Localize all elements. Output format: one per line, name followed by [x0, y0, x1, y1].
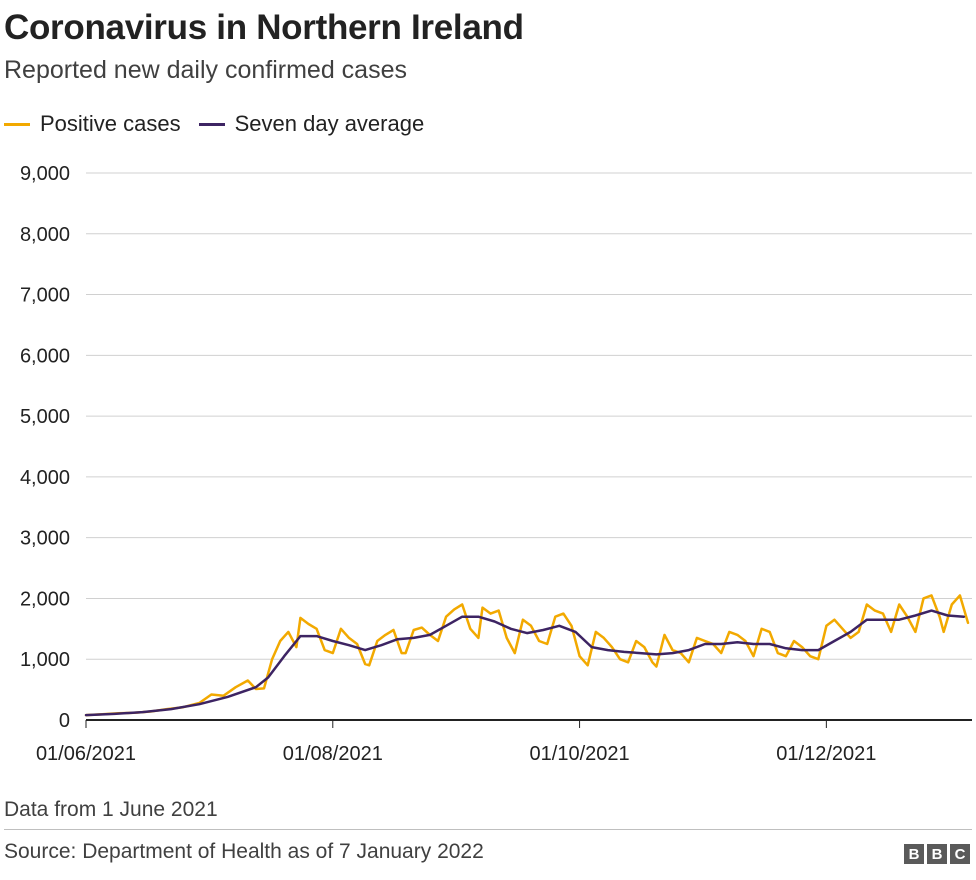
y-axis-tick-labels: 0 1,000 2,000 3,000 4,000 5,000 6,000 7,000 8,00…	[20, 163, 70, 732]
y-tick-label: 0	[59, 710, 70, 732]
legend-swatch-seven-day-average	[198, 122, 225, 126]
bbc-logo-letter: C	[950, 844, 970, 864]
series-line-seven-day-average	[84, 609, 966, 717]
bbc-logo: B B C	[904, 844, 970, 864]
legend-item-positive-cases: Positive cases	[4, 111, 181, 137]
x-tick-label: 01/06/2021	[36, 743, 136, 765]
x-tick-label: 01/08/2021	[283, 743, 383, 765]
y-tick-label: 1,000	[20, 649, 70, 671]
chart-series	[84, 594, 970, 717]
x-axis-tick-labels: 01/06/2021 01/08/2021 01/10/2021 01/12/2021	[36, 720, 876, 765]
legend-label-positive-cases: Positive cases	[40, 111, 181, 136]
y-tick-label: 8,000	[20, 224, 70, 246]
y-tick-label: 2,000	[20, 588, 70, 610]
chart-gridlines	[86, 172, 972, 660]
chart-subtitle: Reported new daily confirmed cases	[4, 56, 407, 84]
chart-legend: Positive cases Seven day average	[4, 110, 442, 138]
series-line-positive-cases	[84, 594, 970, 717]
chart-title: Coronavirus in Northern Ireland	[4, 8, 524, 47]
legend-label-seven-day-average: Seven day average	[234, 111, 425, 136]
legend-swatch-positive-cases	[4, 122, 30, 126]
bbc-logo-letter: B	[904, 844, 924, 864]
y-tick-label: 5,000	[20, 406, 70, 428]
line-chart: 0 1,000 2,000 3,000 4,000 5,000 6,000 7,000 8,00…	[20, 163, 972, 765]
x-tick-label: 01/10/2021	[530, 743, 630, 765]
bbc-logo-letter: B	[927, 844, 947, 864]
footer-divider	[4, 829, 972, 830]
legend-item-seven-day-average: Seven day average	[198, 111, 425, 137]
y-tick-label: 7,000	[20, 285, 70, 307]
y-tick-label: 9,000	[20, 163, 70, 185]
chart-footnote: Data from 1 June 2021	[4, 798, 218, 821]
y-tick-label: 3,000	[20, 528, 70, 550]
x-tick-label: 01/12/2021	[776, 743, 876, 765]
chart-source: Source: Department of Health as of 7 Jan…	[4, 840, 484, 863]
y-tick-label: 4,000	[20, 467, 70, 489]
y-tick-label: 6,000	[20, 345, 70, 367]
